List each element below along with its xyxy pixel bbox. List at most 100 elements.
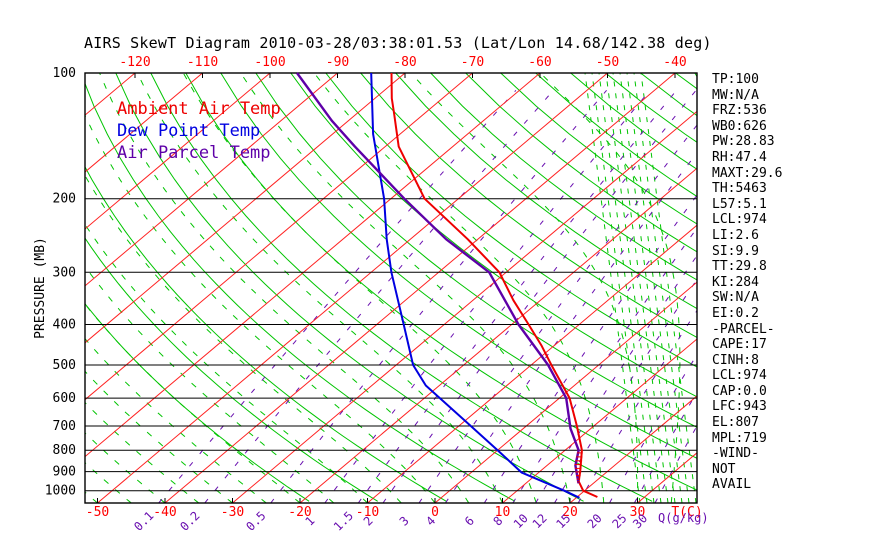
ambient-temp-curve <box>390 72 598 498</box>
legend-ambient-air-temp: Ambient Air Temp <box>117 99 281 119</box>
moist-adiabat-line <box>136 73 503 503</box>
stat-line: AVAIL <box>712 477 752 493</box>
bottom-temp-tick-label: -20 <box>288 505 311 520</box>
stat-line: MAXT:29.6 <box>712 165 783 181</box>
chart-frame <box>84 72 698 504</box>
mixing-unit-label: Q(g/kg) <box>658 511 709 525</box>
moist-adiabat-line <box>85 401 200 503</box>
mixing-ratio-line <box>418 124 697 503</box>
stat-line: LI:2.6 <box>712 227 759 243</box>
moist-adiabat-line <box>633 73 690 503</box>
top-temp-tick-label: -90 <box>326 55 349 70</box>
stat-line: WB0:626 <box>712 118 767 134</box>
mixing-ratio-line <box>357 89 677 503</box>
stat-line: LCL:974 <box>712 368 767 384</box>
isotherm-line <box>85 73 406 344</box>
mixing-ratio-tick-label: 0.2 <box>177 509 202 534</box>
dry-adiabat-line <box>465 73 697 253</box>
stat-line: MW:N/A <box>712 87 759 103</box>
mixing-ratio-tick-label: 25 <box>610 511 630 531</box>
moist-adiabat-line <box>85 432 166 503</box>
bottom-temp-tick-label: -40 <box>153 505 176 520</box>
top-temp-tick-label: -70 <box>461 55 484 70</box>
moist-adiabat-line <box>605 73 662 503</box>
dry-adiabat-line <box>255 73 697 428</box>
chart-grid <box>0 73 697 503</box>
mixing-ratio-line <box>382 89 697 503</box>
mixing-ratio-line <box>609 353 697 503</box>
dry-adiabat-line <box>220 73 697 459</box>
mixing-ratio-line <box>483 194 697 503</box>
pressure-tick-label: 400 <box>53 318 76 333</box>
bottom-temp-tick-label: 0 <box>431 505 439 520</box>
mixing-ratio-tick-label: 1.5 <box>331 509 356 534</box>
stat-line: SW:N/A <box>712 290 759 306</box>
top-temp-tick-label: -110 <box>187 55 218 70</box>
parcel-temp-curve <box>296 72 580 484</box>
moist-adiabat-line <box>640 73 697 503</box>
moist-adiabat-line <box>591 73 648 503</box>
bottom-temp-tick-label: 10 <box>495 505 511 520</box>
top-temp-tick-label: -50 <box>596 55 619 70</box>
moist-adiabat-line <box>85 370 233 503</box>
dry-adiabat-line <box>430 73 697 281</box>
isotherm-line <box>85 73 473 401</box>
stat-line: EI:0.2 <box>712 305 759 321</box>
isotherm-line <box>85 73 541 458</box>
dry-adiabat-line <box>325 73 697 368</box>
moist-adiabat-line <box>598 73 655 503</box>
dry-adiabat-line <box>395 73 697 310</box>
stat-line: MPL:719 <box>712 430 767 446</box>
pressure-axis-title: PRESSURE (MB) <box>33 237 48 339</box>
stat-line: TP:100 <box>712 72 759 87</box>
pressure-tick-label: 300 <box>53 265 76 280</box>
mixing-ratio-line <box>324 89 651 503</box>
stat-line: TT:29.8 <box>712 259 767 275</box>
mixing-ratio-tick-label: 0.5 <box>243 509 268 534</box>
pressure-tick-label: 900 <box>53 465 76 480</box>
mixing-ratio-tick-label: 10 <box>511 511 531 531</box>
isotherm-line <box>569 395 697 503</box>
dry-adiabat-line <box>360 73 697 339</box>
bottom-temp-tick-label: 20 <box>562 505 578 520</box>
bottom-temp-tick-label: -30 <box>221 505 244 520</box>
pressure-tick-label: 100 <box>53 66 76 81</box>
pressure-tick-label: 500 <box>53 358 76 373</box>
moist-adiabat-line <box>313 73 605 503</box>
isotherm-line <box>502 338 697 503</box>
isotherm-line <box>97 73 608 503</box>
moist-adiabat-line <box>99 73 470 503</box>
stat-line: TH:5463 <box>712 181 767 197</box>
temp-unit-label: T(C) <box>671 505 702 520</box>
top-temp-tick-label: -100 <box>254 55 285 70</box>
isotherm-line <box>85 73 136 116</box>
stat-line: -PARCEL- <box>712 321 775 337</box>
moist-adiabat-line <box>85 303 301 503</box>
mixing-ratio-tick-label: 20 <box>585 511 605 531</box>
pressure-tick-label: 1000 <box>45 484 76 499</box>
moist-adiabat-line <box>85 265 335 503</box>
isotherm-line <box>85 73 271 230</box>
stat-line: LCL:974 <box>712 212 767 228</box>
moist-adiabat-line <box>85 491 98 503</box>
isotherm-line <box>85 73 203 173</box>
bottom-temp-tick-label: -10 <box>356 505 379 520</box>
stat-line: CINH:8 <box>712 352 759 368</box>
pressure-tick-label: 600 <box>53 391 76 406</box>
mixing-ratio-tick-label: 6 <box>462 514 477 529</box>
isotherm-line <box>434 281 697 503</box>
dry-adiabat-line <box>535 73 697 198</box>
moist-adiabat-line <box>0 73 64 503</box>
stat-line: EL:807 <box>712 415 759 431</box>
stat-line: L57:5.1 <box>712 196 767 212</box>
mixing-ratio-tick-label: 12 <box>530 511 550 531</box>
mixing-ratio-tick-label: 3 <box>397 514 412 529</box>
stat-line: KI:284 <box>712 274 759 290</box>
moist-adiabat-line <box>619 73 676 503</box>
mixing-ratio-line <box>270 89 607 503</box>
moist-adiabat-line <box>410 73 639 503</box>
top-temp-tick-label: -40 <box>663 55 686 70</box>
stat-line: PW:28.83 <box>712 134 775 150</box>
